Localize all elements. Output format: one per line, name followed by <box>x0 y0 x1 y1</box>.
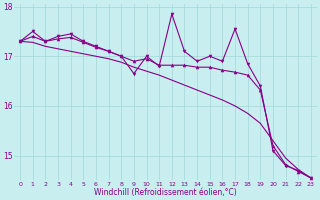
X-axis label: Windchill (Refroidissement éolien,°C): Windchill (Refroidissement éolien,°C) <box>94 188 237 197</box>
